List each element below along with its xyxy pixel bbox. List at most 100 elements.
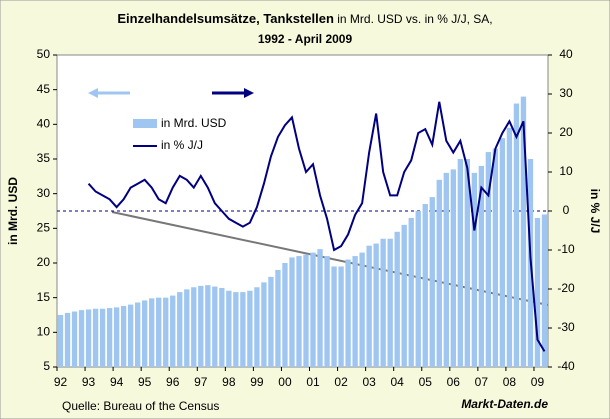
x-tick-label: 95 [138,375,152,389]
bar [99,308,106,367]
y-tick-label: 15 [37,290,51,304]
chart-title: Einzelhandelsumsätze, Tankstellen in Mrd… [117,11,492,26]
bar [156,297,162,367]
bar [268,276,274,367]
bar [233,292,239,367]
y2-tick-label: -10 [557,242,575,256]
y2-tick-label: 10 [559,164,573,178]
bar [513,103,520,368]
bar [240,292,246,367]
title-main: Einzelhandelsumsätze, Tankstellen [117,11,334,26]
brand: Markt-Daten.de [461,397,548,411]
bar [380,238,386,367]
bar [106,308,113,367]
bar [120,305,127,367]
bar [78,310,85,367]
bar [429,197,435,367]
bar [499,138,506,367]
bar [205,285,211,367]
bar [275,269,281,367]
bar [464,159,471,367]
bar [345,259,351,367]
bar [338,266,344,367]
x-tick-label: 05 [419,375,433,389]
x-tick-label: 99 [250,375,264,389]
bar [436,179,442,367]
bar [492,148,499,367]
title-suffix: in Mrd. USD vs. in % J/J, SA, [337,12,492,26]
bar [401,224,407,367]
legend-label: in % J/J [161,138,203,152]
y-tick-label: 45 [37,82,51,96]
bar [317,249,323,367]
bar [478,165,485,367]
bar [282,263,288,367]
subtitle: 1992 - April 2009 [258,32,353,46]
bar [303,254,309,367]
bar [457,159,463,367]
line [87,101,546,352]
y-tick-label: 20 [37,255,51,269]
bar [415,211,421,367]
y2-tick-label: -30 [557,320,575,334]
x-tick-label: 98 [222,375,236,389]
bar [142,300,148,367]
y-tick-label: 30 [37,186,51,200]
bar [506,127,513,367]
bar [212,286,218,367]
bar [184,289,190,367]
bar [113,307,120,367]
bar [261,282,267,367]
bar [471,172,478,367]
x-tick-label: 03 [362,375,376,389]
bar [422,204,428,367]
y2-tick-label: 30 [559,86,573,100]
bar [520,96,527,367]
bar [485,152,492,367]
bar [443,172,449,367]
bar [198,285,204,367]
bar [331,266,337,367]
bar [149,298,155,367]
bar [226,290,232,367]
bar [352,256,358,367]
bar [450,169,456,367]
bar [85,309,92,367]
y-axis-label: in Mrd. USD [6,177,20,245]
bar [92,308,99,367]
x-tick-label: 04 [391,375,405,389]
y2-tick-label: 0 [563,203,570,217]
y2-tick-label: -40 [557,359,575,373]
bar [170,295,176,367]
x-tick-label: 96 [166,375,180,389]
y-tick-label: 50 [37,47,51,61]
y2-axis-label: in % J/J [588,189,602,234]
x-tick-label: 09 [531,375,545,389]
y2-tick-label: 20 [559,125,573,139]
bar [191,287,197,367]
bar [408,217,414,367]
y-tick-label: 5 [43,359,50,373]
bar [366,245,372,367]
legend-swatch [133,119,157,128]
x-tick-label: 92 [54,375,68,389]
bar [64,312,71,367]
x-tick-label: 97 [194,375,208,389]
y-tick-label: 40 [37,117,51,131]
x-tick-label: 94 [110,375,124,389]
x-tick-label: 00 [278,375,292,389]
bar [254,287,260,367]
bar [71,311,78,367]
source: Quelle: Bureau of the Census [62,399,219,413]
y-tick-label: 35 [37,151,51,165]
x-tick-label: 06 [447,375,461,389]
arrow-left [88,88,130,98]
bar [324,256,330,367]
bar [541,214,548,367]
bar [177,292,183,367]
bar [289,257,295,367]
bar [57,315,64,367]
bar [387,238,393,367]
x-tick-label: 07 [475,375,489,389]
